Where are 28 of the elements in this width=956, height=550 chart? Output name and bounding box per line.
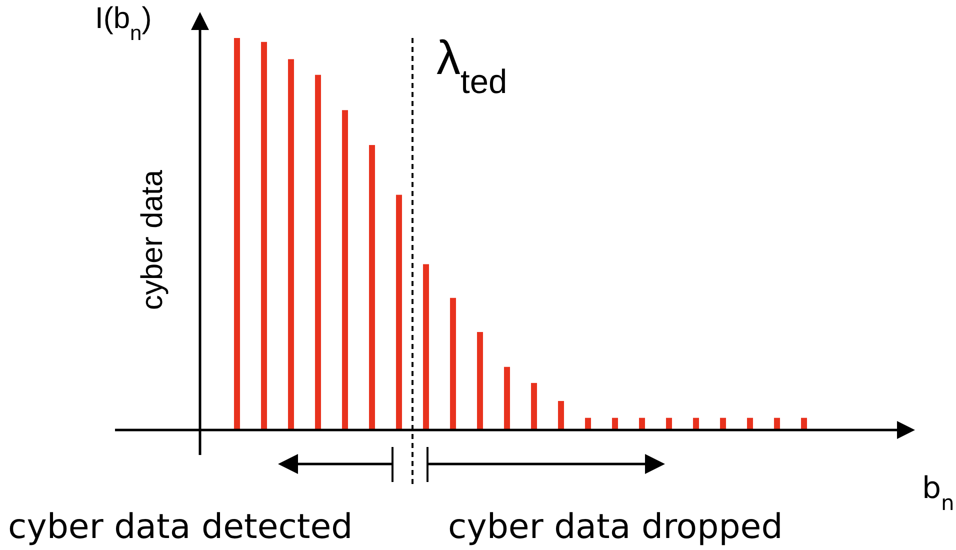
bar (396, 194, 402, 430)
bar (342, 110, 348, 430)
bar (720, 418, 726, 430)
bar (234, 38, 240, 430)
bar (288, 59, 294, 430)
bar (369, 145, 375, 430)
y-axis-title: I(b$_{n}$) (95, 2, 152, 44)
bar (747, 418, 753, 430)
bar (558, 400, 564, 430)
bar (666, 418, 672, 430)
bar (693, 418, 699, 430)
annotation: λ$_{ted}$ (436, 32, 508, 100)
text: cyber data (136, 170, 169, 310)
text: cyber data detected (8, 507, 353, 547)
bar (774, 418, 780, 430)
bar (801, 418, 807, 430)
x-axis-title: b$_{n}$ (922, 471, 954, 515)
text: cyber data dropped (448, 507, 783, 547)
bar (585, 418, 591, 430)
bar (315, 74, 321, 430)
bar (477, 332, 483, 430)
bar (531, 382, 537, 430)
bar (423, 264, 429, 430)
bar (504, 366, 510, 430)
bar (450, 298, 456, 430)
bar (612, 418, 618, 430)
bar (261, 42, 267, 430)
bar (639, 418, 645, 430)
